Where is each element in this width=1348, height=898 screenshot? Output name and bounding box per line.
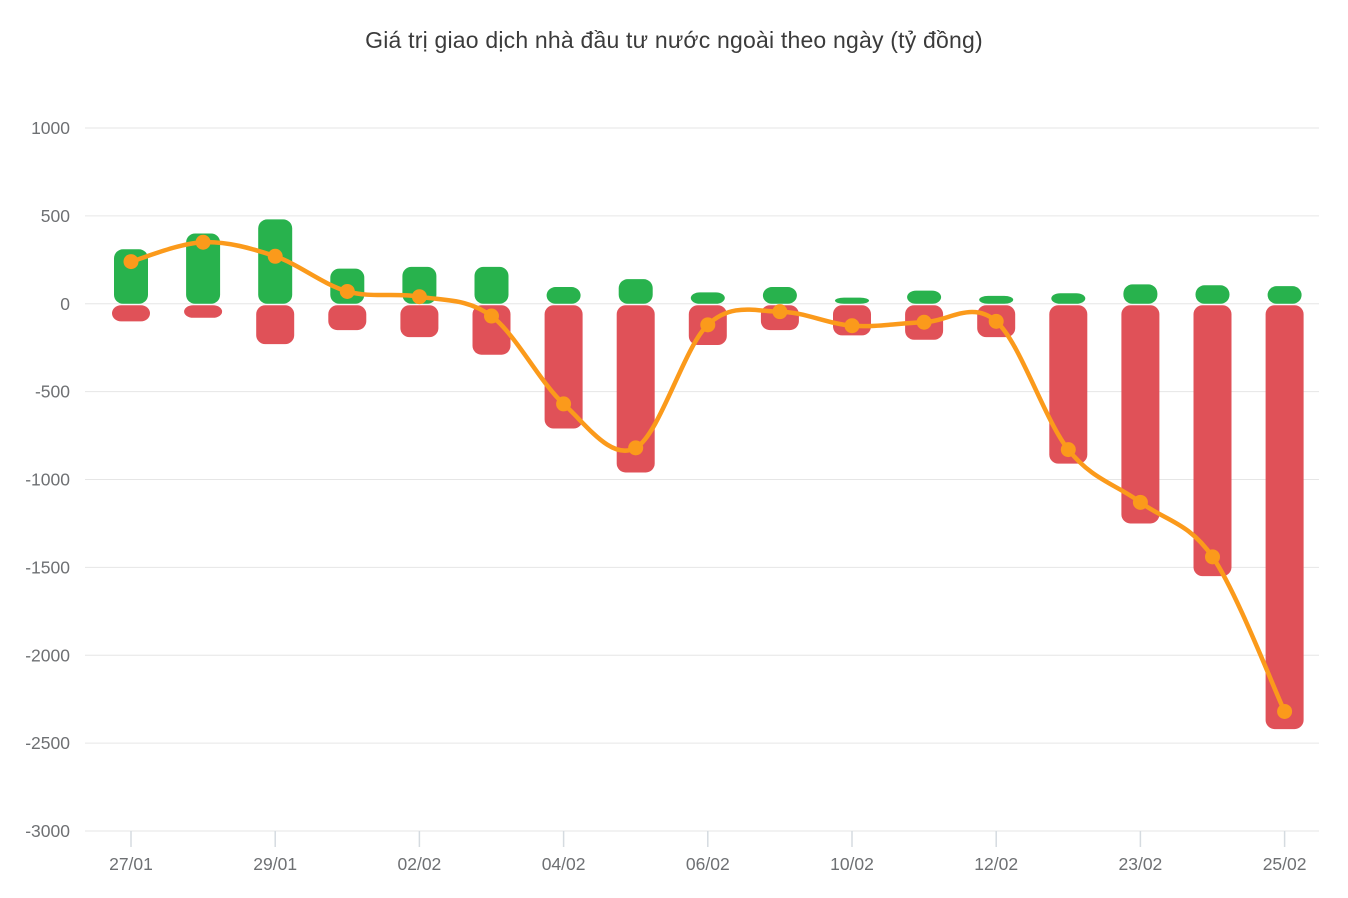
- net-point[interactable]: [411, 289, 427, 305]
- buy-bar[interactable]: [546, 287, 581, 304]
- y-axis-tick-label: -1500: [25, 557, 70, 577]
- net-point[interactable]: [1132, 494, 1148, 510]
- y-axis-tick-label: -500: [35, 382, 70, 402]
- sell-bar[interactable]: [616, 305, 655, 473]
- sell-bar[interactable]: [1049, 305, 1088, 464]
- buy-bar[interactable]: [618, 279, 653, 304]
- buy-bar[interactable]: [690, 292, 725, 304]
- x-axis-tick-label: 04/02: [542, 854, 586, 874]
- net-point[interactable]: [556, 396, 572, 412]
- net-point[interactable]: [484, 308, 499, 324]
- y-axis-tick-label: 0: [60, 294, 70, 314]
- y-axis-tick-label: -3000: [25, 821, 70, 841]
- y-axis-tick-label: 1000: [31, 118, 70, 138]
- y-axis-tick-label: -2000: [25, 645, 70, 665]
- y-axis-tick-label: -1000: [25, 470, 70, 490]
- x-axis-tick-label: 25/02: [1263, 854, 1307, 874]
- net-point[interactable]: [700, 317, 716, 333]
- net-point[interactable]: [339, 283, 355, 299]
- sell-bar[interactable]: [256, 305, 295, 345]
- net-point[interactable]: [628, 440, 644, 456]
- x-axis-tick-label: 29/01: [253, 854, 297, 874]
- sell-bar[interactable]: [400, 305, 439, 338]
- sell-bar[interactable]: [112, 305, 150, 322]
- net-point[interactable]: [844, 318, 860, 334]
- sell-bar[interactable]: [1265, 305, 1304, 730]
- net-point[interactable]: [772, 304, 788, 320]
- sell-bar[interactable]: [1121, 305, 1160, 524]
- net-point[interactable]: [267, 248, 283, 264]
- sell-bar[interactable]: [1193, 305, 1232, 577]
- sell-bar[interactable]: [184, 305, 223, 318]
- buy-bar[interactable]: [907, 290, 942, 304]
- buy-bar[interactable]: [835, 297, 869, 304]
- buy-bar[interactable]: [114, 249, 148, 304]
- net-point[interactable]: [195, 234, 211, 250]
- x-axis-tick-label: 02/02: [398, 854, 442, 874]
- net-point[interactable]: [1205, 549, 1220, 565]
- x-axis-tick-label: 10/02: [830, 854, 874, 874]
- net-point[interactable]: [1277, 703, 1293, 719]
- buy-bar[interactable]: [474, 266, 509, 304]
- buy-bar[interactable]: [979, 295, 1014, 304]
- buy-bar[interactable]: [1195, 285, 1230, 304]
- buy-bar[interactable]: [762, 287, 797, 304]
- sell-bar[interactable]: [472, 305, 511, 355]
- buy-bar[interactable]: [1267, 286, 1302, 304]
- buy-bar[interactable]: [186, 233, 221, 304]
- net-point[interactable]: [988, 313, 1004, 329]
- sell-bar[interactable]: [544, 305, 583, 429]
- net-point[interactable]: [916, 314, 932, 330]
- buy-bar[interactable]: [1123, 284, 1158, 304]
- net-point[interactable]: [1060, 442, 1076, 458]
- y-axis-tick-label: 500: [41, 206, 70, 226]
- chart-title: Giá trị giao dịch nhà đầu tư nước ngoài …: [365, 27, 983, 53]
- y-axis-tick-label: -2500: [25, 733, 70, 753]
- net-point[interactable]: [123, 254, 139, 270]
- x-axis-tick-label: 06/02: [686, 854, 730, 874]
- buy-bar[interactable]: [1051, 293, 1086, 304]
- x-axis-tick-label: 23/02: [1119, 854, 1163, 874]
- x-axis-tick-label: 12/02: [974, 854, 1018, 874]
- sell-bar[interactable]: [328, 305, 367, 331]
- x-axis-tick-label: 27/01: [109, 854, 153, 874]
